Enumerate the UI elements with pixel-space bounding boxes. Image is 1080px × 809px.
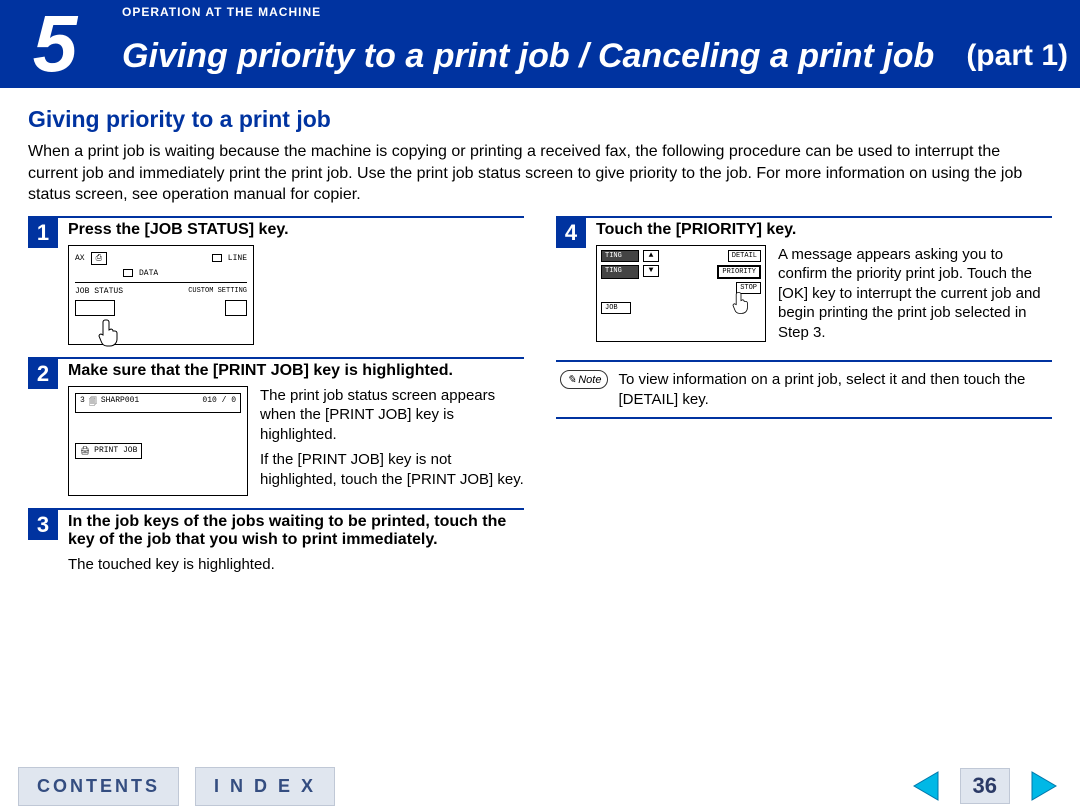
note-box: ✎ Note To view information on a print jo…: [556, 360, 1052, 419]
job-name: SHARP001: [101, 396, 139, 410]
header-main: Giving priority to a print job / Canceli…: [110, 24, 1080, 88]
step-description: The print job status screen appears when…: [260, 386, 524, 496]
section-title: Giving priority to a print job: [28, 106, 1052, 133]
header-right: OPERATION AT THE MACHINE Giving priority…: [110, 0, 1080, 88]
step-number: 3: [28, 510, 58, 540]
step-number: 1: [28, 218, 58, 248]
right-column: 4 Touch the [PRIORITY] key. TING ▲ DETAI…: [556, 216, 1052, 587]
detail-button: DETAIL: [728, 250, 761, 262]
step-number: 2: [28, 359, 58, 389]
label-ax: AX: [75, 254, 85, 263]
step-body: Touch the [PRIORITY] key. TING ▲ DETAIL …: [596, 218, 1052, 343]
led-data: [123, 269, 133, 277]
step-description: The touched key is highlighted.: [68, 555, 524, 575]
step-body: In the job keys of the jobs waiting to b…: [68, 510, 524, 575]
priority-screen-diagram: TING ▲ DETAIL TING ▼ PRIORITY: [596, 245, 766, 343]
row-index: 3: [80, 396, 85, 410]
step-heading: Make sure that the [PRINT JOB] key is hi…: [68, 362, 524, 380]
job-status-button: [75, 300, 115, 316]
note-text: To view information on a print job, sele…: [618, 370, 1048, 409]
left-column: 1 Press the [JOB STATUS] key. AX ⎙ LINE: [28, 216, 524, 587]
chapter-number: 5: [0, 0, 110, 88]
hand-pointer-icon: [97, 318, 121, 348]
label-job-status: JOB STATUS: [75, 287, 123, 296]
step-desc-1: The print job status screen appears when…: [260, 386, 524, 445]
page-counter: 010 / 0: [202, 396, 236, 410]
job-status-panel-diagram: AX ⎙ LINE DATA: [68, 245, 254, 345]
columns: 1 Press the [JOB STATUS] key. AX ⎙ LINE: [28, 216, 1052, 587]
step-description: A message appears asking you to confirm …: [778, 245, 1052, 343]
priority-button: PRIORITY: [717, 265, 761, 279]
index-button[interactable]: I N D E X: [195, 767, 335, 806]
down-arrow-icon: ▼: [643, 265, 659, 277]
label-data: DATA: [139, 269, 158, 278]
ting-row-1: TING: [601, 250, 639, 262]
step-3: 3 In the job keys of the jobs waiting to…: [28, 508, 524, 575]
page-header: 5 OPERATION AT THE MACHINE Giving priori…: [0, 0, 1080, 88]
label-custom-setting: CUSTOM SETTING: [188, 287, 247, 295]
note-badge: ✎ Note: [560, 370, 608, 389]
content-area: Giving priority to a print job When a pr…: [0, 88, 1080, 586]
label-line: LINE: [228, 254, 247, 263]
step-heading: Press the [JOB STATUS] key.: [68, 221, 524, 239]
contents-button[interactable]: CONTENTS: [18, 767, 179, 806]
step-body: Make sure that the [PRINT JOB] key is hi…: [68, 359, 524, 496]
up-arrow-icon: ▲: [643, 250, 659, 262]
footer-nav: CONTENTS I N D E X 36: [0, 763, 1080, 809]
page-title: Giving priority to a print job / Canceli…: [122, 37, 966, 76]
step-heading: In the job keys of the jobs waiting to b…: [68, 513, 524, 549]
step-heading: Touch the [PRIORITY] key.: [596, 221, 1052, 239]
breadcrumb: OPERATION AT THE MACHINE: [110, 0, 1080, 24]
prev-page-button[interactable]: [908, 768, 944, 804]
custom-setting-button: [225, 300, 247, 316]
page-number: 36: [960, 768, 1010, 804]
step-4: 4 Touch the [PRIORITY] key. TING ▲ DETAI…: [556, 216, 1052, 343]
copier-icon: ⎙: [91, 252, 107, 265]
next-page-button[interactable]: [1026, 768, 1062, 804]
led-line: [212, 254, 222, 262]
page-part: (part 1): [966, 39, 1068, 73]
printer-icon: 🖨: [80, 446, 90, 456]
step-number: 4: [556, 218, 586, 248]
hand-pointer-icon: [731, 291, 751, 315]
step-body: Press the [JOB STATUS] key. AX ⎙ LINE: [68, 218, 524, 345]
step-2: 2 Make sure that the [PRINT JOB] key is …: [28, 357, 524, 496]
pencil-icon: ✎: [567, 373, 576, 386]
print-job-label: PRINT JOB: [94, 446, 137, 456]
intro-text: When a print job is waiting because the …: [28, 141, 1052, 206]
job-tab: JOB: [601, 302, 631, 314]
print-job-screen-diagram: 3 🗐 SHARP001 010 / 0 🖨 PRINT JOB: [68, 386, 248, 496]
ting-row-2: TING: [601, 265, 639, 279]
step-1: 1 Press the [JOB STATUS] key. AX ⎙ LINE: [28, 216, 524, 345]
note-label: Note: [578, 374, 601, 386]
step-desc-2: If the [PRINT JOB] key is not highlighte…: [260, 450, 524, 489]
